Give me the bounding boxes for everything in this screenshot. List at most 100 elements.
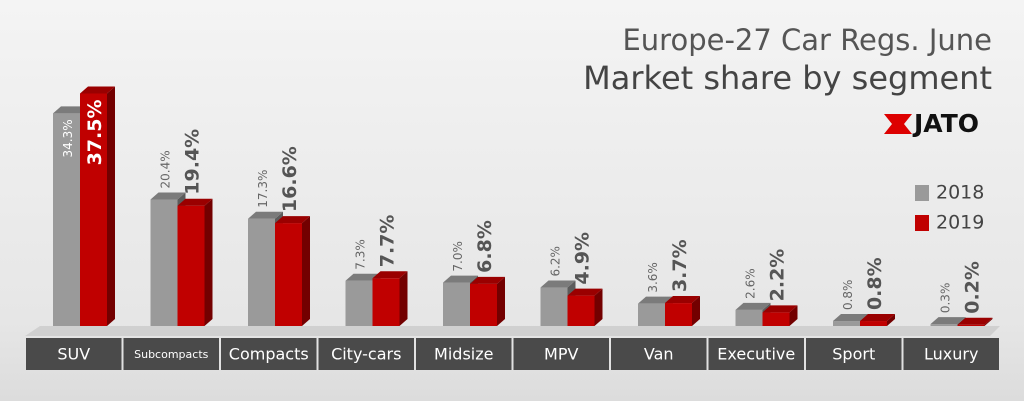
value-label: 7.7% (377, 215, 399, 268)
category-cell (123, 338, 219, 370)
bar-side (887, 314, 895, 326)
value-label: 7.3% (354, 239, 368, 270)
bar (470, 276, 505, 326)
legend-label: 2019 (936, 212, 984, 234)
bar (957, 317, 993, 326)
bar-front (372, 278, 400, 326)
value-label: 0.3% (939, 283, 953, 314)
bar (275, 216, 310, 326)
value-label: 6.2% (549, 246, 563, 277)
bar-front (470, 283, 497, 326)
bar-top (957, 317, 993, 325)
x-tick-label: MPV (544, 345, 578, 364)
chart-title: Europe-27 Car Regs. June (622, 23, 992, 57)
bar-side (204, 198, 213, 326)
value-label: 3.7% (669, 239, 691, 292)
bar-front (275, 223, 302, 326)
x-tick-label: Van (644, 345, 674, 364)
bar-top (470, 276, 505, 284)
bar-side (984, 317, 993, 326)
value-label: 6.8% (474, 220, 496, 273)
x-tick-label: SUV (57, 345, 90, 364)
bar-side (594, 288, 603, 326)
value-label: 0.8% (841, 280, 855, 311)
bar-front (930, 324, 958, 326)
bar-front (638, 303, 665, 326)
value-label: 2.6% (744, 268, 758, 299)
value-label: 3.6% (646, 262, 660, 293)
category-cell (903, 338, 999, 370)
bar-top (665, 296, 700, 304)
x-tick-label: Sport (832, 345, 875, 364)
x-tick-label: Midsize (434, 345, 493, 364)
category-cell (26, 338, 122, 370)
x-tick-label: City-cars (331, 345, 401, 364)
bar-front (177, 205, 205, 326)
bar (860, 314, 895, 326)
value-label: 2.2% (767, 249, 789, 302)
bar-top (53, 106, 88, 114)
value-label: 20.4% (159, 150, 173, 188)
legend-swatch (915, 185, 929, 201)
value-label: 37.5% (84, 100, 106, 166)
bar-front (665, 303, 692, 326)
bar-front (150, 199, 178, 326)
bar-top (150, 192, 186, 200)
bar-front (248, 218, 275, 326)
value-label: 16.6% (279, 146, 301, 212)
value-label: 7.0% (451, 241, 465, 272)
bar (177, 198, 213, 326)
bar-front (80, 93, 107, 326)
bar-front (443, 282, 470, 326)
category-cell (318, 338, 414, 370)
bar-front (53, 113, 80, 326)
bar-top (177, 198, 213, 206)
category-cell (416, 338, 512, 370)
bar-front (567, 295, 595, 326)
bar (372, 271, 408, 326)
x-tick-label: Subcompacts (134, 348, 209, 361)
bar-top (762, 305, 798, 313)
logo: JATO (912, 109, 979, 138)
bar-front (957, 324, 985, 326)
value-label: 4.9% (572, 232, 594, 285)
bar-top (80, 86, 115, 94)
value-label: 19.4% (182, 129, 204, 195)
bar-front (833, 321, 860, 326)
bar-top (638, 296, 673, 304)
category-cell (513, 338, 609, 370)
value-label: 0.8% (864, 257, 886, 310)
bar (540, 280, 576, 326)
bar (567, 288, 603, 326)
chart-subtitle: Market share by segment (583, 59, 992, 97)
bar-top (443, 275, 478, 283)
bar-top (930, 317, 966, 325)
x-tick-label: Compacts (229, 345, 309, 364)
bar-front (735, 309, 763, 326)
bar-side (107, 86, 115, 326)
bar-top (275, 216, 310, 224)
category-cell (221, 338, 317, 370)
bar-side (789, 305, 798, 326)
bar-top (345, 273, 381, 281)
x-tick-label: Luxury (924, 345, 978, 364)
bar-top (860, 314, 895, 322)
floor (25, 326, 1000, 336)
bar-top (372, 271, 408, 279)
bar-top (735, 302, 771, 310)
bar-side (302, 216, 310, 326)
bar (665, 296, 700, 326)
bar-front (860, 321, 887, 326)
category-cell (708, 338, 804, 370)
value-label: 34.3% (61, 119, 75, 157)
x-tick-label: Executive (717, 345, 795, 364)
legend-label: 2018 (936, 182, 984, 204)
bar-side (399, 271, 408, 326)
bar (80, 86, 115, 326)
bar-front (762, 312, 790, 326)
bar-front (540, 287, 568, 326)
category-cell (806, 338, 902, 370)
logo-icon (884, 114, 912, 134)
